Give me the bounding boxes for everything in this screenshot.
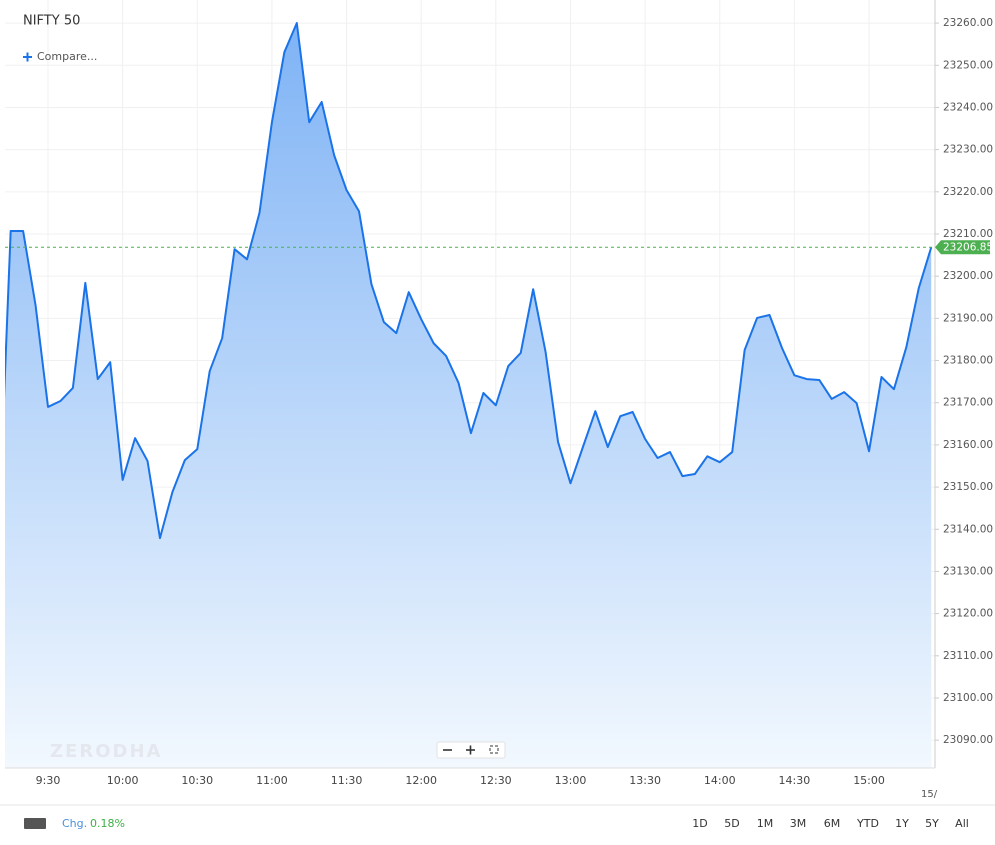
y-tick-label: 23160.00 [943,439,993,451]
x-tick-label: 14:00 [704,774,736,787]
zoom-controls [436,741,506,759]
y-tick-label: 23220.00 [943,186,993,198]
last-price-tag [935,240,990,255]
y-tick-label: 23190.00 [943,312,993,324]
range-button[interactable]: 5Y [925,817,939,830]
range-button[interactable]: 3M [790,817,807,830]
compare-label[interactable]: Compare... [37,50,97,63]
y-tick-label: 23230.00 [943,144,993,156]
y-tick-label: 23200.00 [943,270,993,282]
date-label: 15/ [921,789,938,800]
x-tick-label: 11:00 [256,774,288,787]
y-tick-label: 23250.00 [943,59,993,71]
change-value: 0.18% [90,817,125,830]
range-button[interactable]: All [955,817,969,830]
x-tick-label: 9:30 [36,774,61,787]
range-button[interactable]: 1M [757,817,774,830]
x-tick-label: 13:00 [555,774,587,787]
plot [5,22,933,768]
y-tick-label: 23210.00 [943,228,993,240]
last-price-label: 23206.85 [943,241,993,253]
chart-title: NIFTY 50 [23,14,80,29]
compare-button[interactable]: Compare... [23,50,97,63]
y-tick-label: 23260.00 [943,17,993,29]
y-tick-label: 23100.00 [943,692,993,704]
range-button[interactable]: 6M [824,817,841,830]
x-tick-label: 10:30 [181,774,213,787]
y-tick-label: 23240.00 [943,101,993,113]
price-line [5,22,933,540]
area-fill [5,23,932,768]
y-tick-label: 23150.00 [943,481,993,493]
keyboard-icon[interactable] [24,818,46,829]
y-tick-label: 23130.00 [943,565,993,577]
x-tick-label: 12:00 [405,774,437,787]
zoom-reset[interactable] [489,745,499,754]
y-tick-label: 23180.00 [943,355,993,367]
change-label: Chg. [62,817,87,830]
y-tick-label: 23140.00 [943,523,993,535]
y-tick-label: 23170.00 [943,397,993,409]
y-tick-label: 23110.00 [943,650,993,662]
x-tick-label: 13:30 [629,774,661,787]
x-tick-label: 10:00 [107,774,139,787]
range-button[interactable]: YTD [856,817,879,830]
range-button[interactable]: 1D [692,817,707,830]
x-tick-label: 12:30 [480,774,512,787]
range-button[interactable]: 5D [724,817,739,830]
x-tick-label: 15:00 [853,774,885,787]
y-tick-label: 23120.00 [943,608,993,620]
watermark: ZERODHA [50,741,162,762]
y-tick-label: 23090.00 [943,734,993,746]
x-tick-label: 14:30 [779,774,811,787]
x-tick-label: 11:30 [331,774,363,787]
range-buttons: 1D 5D 1M 3M 6M YTD 1Y 5Y All [692,817,969,830]
range-button[interactable]: 1Y [895,817,909,830]
